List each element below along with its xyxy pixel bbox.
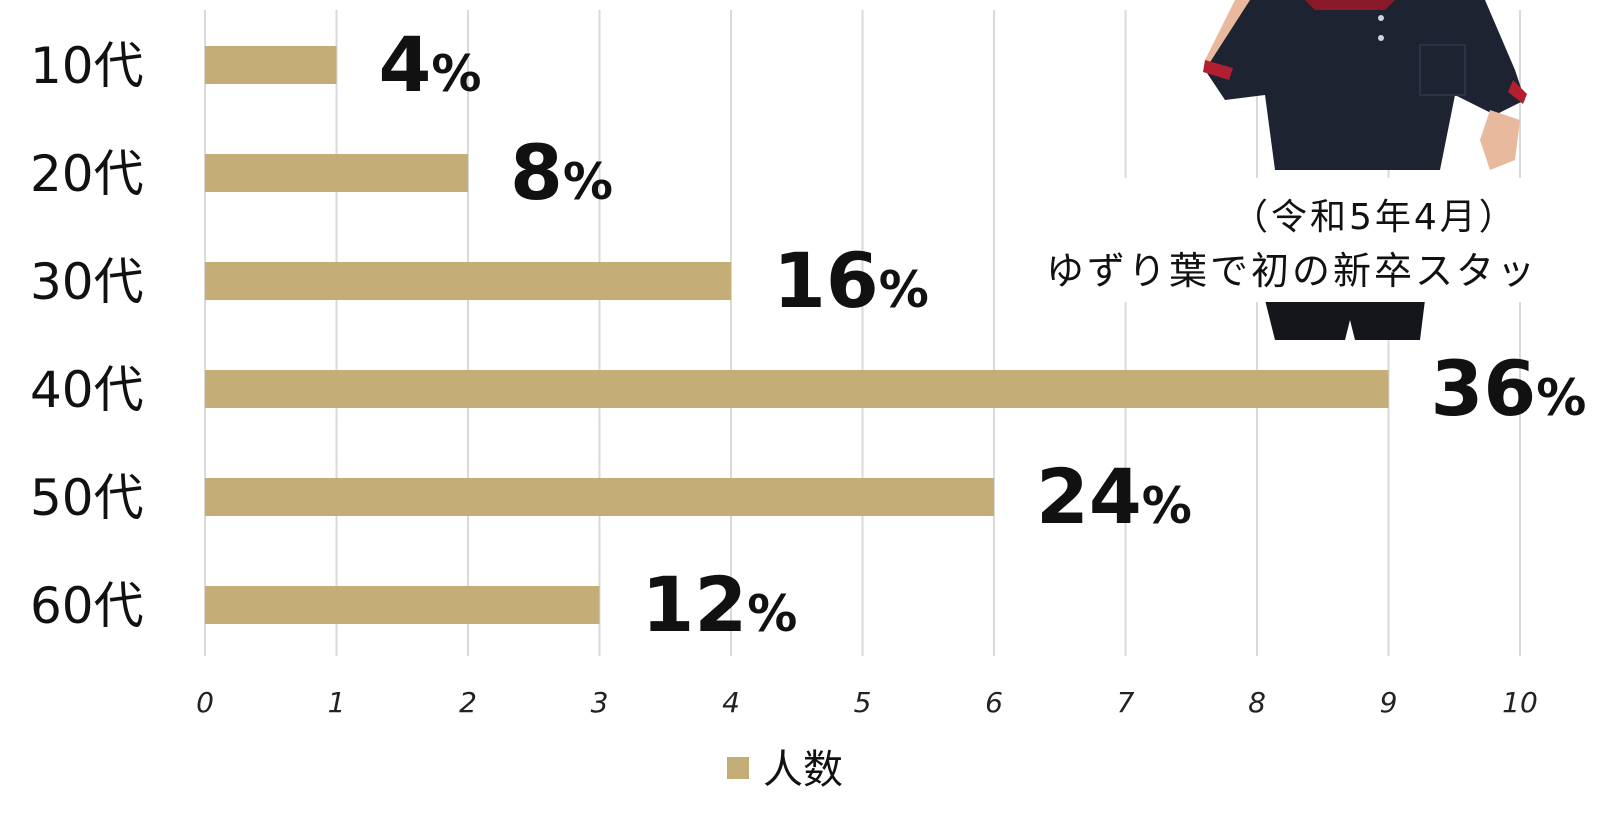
category-label: 20代 <box>30 145 144 203</box>
sleeve-trim-left <box>1203 60 1233 80</box>
x-tick-label: 3 <box>591 686 609 719</box>
x-tick-label: 5 <box>854 686 872 719</box>
x-tick-label: 2 <box>459 686 477 719</box>
bar <box>205 154 468 192</box>
shirt-pocket <box>1419 44 1466 96</box>
bar <box>205 370 1389 408</box>
staff-photo <box>1195 0 1540 340</box>
caption-date: （令和5年4月） <box>1232 197 1518 238</box>
category-labels: 10代 20代 30代 40代 50代 60代 <box>30 37 144 635</box>
data-label: 8% <box>510 128 613 217</box>
data-label: 36% <box>1431 344 1587 433</box>
caption-text: ゆずり葉で初の新卒スタッ <box>1046 249 1539 293</box>
shirt-shape <box>1205 0 1525 170</box>
category-label: 50代 <box>30 469 144 527</box>
data-label: 12% <box>642 560 798 649</box>
category-label: 60代 <box>30 577 144 635</box>
shirt-button <box>1378 15 1384 21</box>
data-label: 4% <box>379 20 482 109</box>
x-tick-label: 10 <box>1502 686 1538 719</box>
x-tick-label: 9 <box>1380 686 1398 719</box>
x-tick-label: 7 <box>1117 686 1135 719</box>
bar <box>205 478 994 516</box>
x-tick-label: 8 <box>1248 686 1266 719</box>
trousers-shape <box>1265 300 1425 340</box>
x-tick-label: 1 <box>328 686 346 719</box>
data-label: 16% <box>773 236 929 325</box>
data-labels: 4% 8% 16% 36% 24% 12% <box>379 20 1587 649</box>
x-tick-label: 6 <box>985 686 1003 719</box>
legend-swatch <box>727 757 749 779</box>
data-label: 24% <box>1036 452 1192 541</box>
bar <box>205 586 600 624</box>
grid-lines <box>204 10 1521 656</box>
x-tick-label: 0 <box>196 686 214 719</box>
category-label: 40代 <box>30 361 144 419</box>
x-tick-labels: 0 1 2 3 4 5 6 7 8 9 10 <box>196 686 1538 719</box>
category-label: 30代 <box>30 253 144 311</box>
shirt-button <box>1378 35 1384 41</box>
bars <box>205 46 1389 624</box>
legend-label: 人数 <box>763 747 843 793</box>
photo-caption: （令和5年4月） ゆずり葉で初の新卒スタッ <box>1040 178 1619 302</box>
bar <box>205 262 731 300</box>
sleeve-trim-right <box>1508 80 1527 104</box>
bar <box>205 46 337 84</box>
legend: 人数 <box>727 747 843 793</box>
category-label: 10代 <box>30 37 144 95</box>
x-tick-label: 4 <box>722 686 740 719</box>
collar-trim <box>1305 0 1395 10</box>
hand-shape <box>1480 110 1520 170</box>
